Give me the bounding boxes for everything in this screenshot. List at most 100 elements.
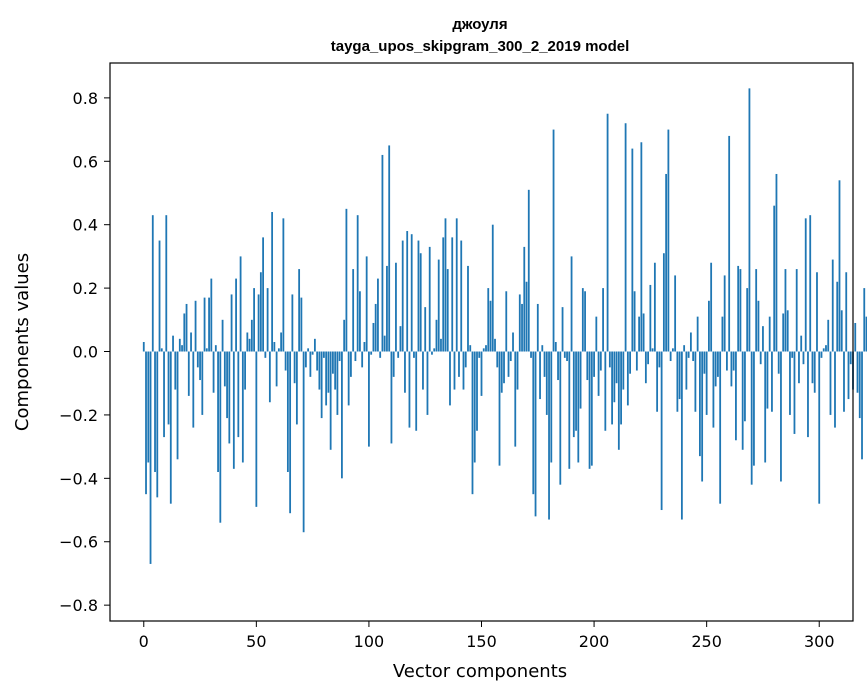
bar-300 (818, 351, 821, 504)
bar-120 (413, 351, 415, 358)
bar-92 (350, 351, 352, 377)
bar-134 (444, 218, 447, 352)
bar-272 (755, 269, 758, 352)
bar-173 (532, 351, 535, 495)
bar-61 (280, 332, 283, 352)
bar-311 (843, 351, 845, 412)
bar-131 (437, 259, 440, 352)
bar-307 (834, 351, 836, 428)
bar-248 (701, 351, 704, 482)
bar-219 (635, 351, 638, 371)
bar-251 (708, 300, 710, 352)
bar-182 (552, 129, 555, 352)
bar-145 (469, 345, 472, 352)
bar-86 (336, 351, 339, 415)
bar-216 (629, 351, 631, 374)
bar-148 (476, 351, 478, 431)
bar-286 (786, 310, 789, 352)
bar-179 (545, 351, 548, 415)
bar-176 (539, 351, 541, 400)
bar-28 (205, 348, 208, 352)
bar-199 (590, 351, 593, 466)
bar-146 (471, 351, 474, 495)
y-tick-label: 0.6 (73, 152, 98, 171)
bar-59 (275, 351, 278, 387)
bar-221 (640, 142, 643, 352)
bar-178 (543, 351, 546, 377)
bar-244 (692, 351, 695, 362)
bar-184 (557, 351, 559, 381)
bar-280 (773, 205, 776, 352)
bar-243 (689, 332, 692, 352)
bar-17 (181, 345, 183, 352)
bar-2 (147, 351, 150, 463)
bar-297 (811, 351, 814, 384)
y-tick-label: 0.4 (73, 216, 98, 235)
bar-301 (820, 351, 823, 358)
bar-122 (417, 240, 420, 352)
bar-196 (584, 291, 586, 352)
bar-254 (714, 351, 717, 387)
bar-47 (248, 338, 251, 352)
bar-226 (651, 348, 654, 352)
bar-174 (534, 351, 537, 517)
bar-187 (563, 351, 566, 358)
bar-70 (300, 297, 303, 352)
bar-200 (593, 351, 595, 377)
bar-277 (766, 351, 769, 409)
bar-49 (253, 288, 255, 352)
bar-66 (291, 294, 294, 352)
bar-99 (365, 256, 368, 352)
bar-74 (309, 351, 312, 377)
bar-151 (482, 348, 485, 352)
bars-group (142, 88, 867, 564)
bar-292 (800, 335, 803, 352)
bar-234 (669, 351, 672, 362)
bar-276 (764, 351, 767, 463)
bar-90 (345, 208, 348, 352)
bar-165 (514, 351, 517, 447)
bar-80 (322, 351, 325, 358)
bar-55 (266, 288, 269, 352)
bar-149 (478, 351, 481, 358)
bar-4 (151, 215, 154, 352)
bar-32 (214, 345, 217, 352)
bar-111 (392, 351, 395, 377)
bar-203 (599, 351, 602, 371)
bar-279 (771, 351, 773, 412)
bar-95 (356, 215, 359, 352)
bar-217 (631, 148, 634, 352)
bar-156 (494, 338, 496, 352)
bar-144 (467, 265, 469, 352)
bar-250 (705, 351, 708, 415)
bar-85 (334, 351, 337, 390)
bar-172 (530, 351, 532, 358)
bar-62 (282, 218, 285, 352)
bar-78 (318, 351, 321, 390)
bar-107 (383, 335, 386, 352)
bar-285 (784, 269, 787, 352)
bar-38 (228, 351, 231, 444)
bar-12 (169, 351, 172, 504)
bar-51 (257, 294, 260, 352)
bar-14 (174, 351, 177, 390)
bar-236 (674, 275, 677, 352)
bar-215 (626, 351, 629, 406)
bar-209 (613, 351, 616, 403)
bar-82 (327, 351, 330, 393)
bar-205 (604, 351, 607, 431)
bar-197 (586, 351, 589, 381)
bar-93 (352, 269, 355, 352)
bar-275 (762, 326, 764, 352)
bar-154 (489, 300, 492, 352)
bar-103 (374, 303, 377, 352)
bar-210 (615, 351, 618, 384)
bar-150 (480, 351, 483, 396)
bar-46 (246, 332, 249, 352)
bar-13 (172, 335, 174, 352)
x-axis-ticks: 0 50 100 150 200 250 300 (139, 621, 835, 651)
bar-266 (741, 351, 744, 450)
bar-168 (521, 303, 523, 352)
y-tick-label: −0.2 (59, 406, 98, 425)
x-tick-label: 150 (466, 632, 497, 651)
